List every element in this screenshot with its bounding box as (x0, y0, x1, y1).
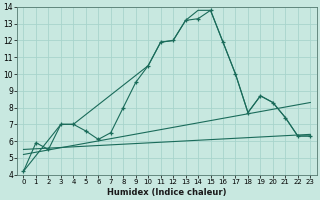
X-axis label: Humidex (Indice chaleur): Humidex (Indice chaleur) (107, 188, 227, 197)
